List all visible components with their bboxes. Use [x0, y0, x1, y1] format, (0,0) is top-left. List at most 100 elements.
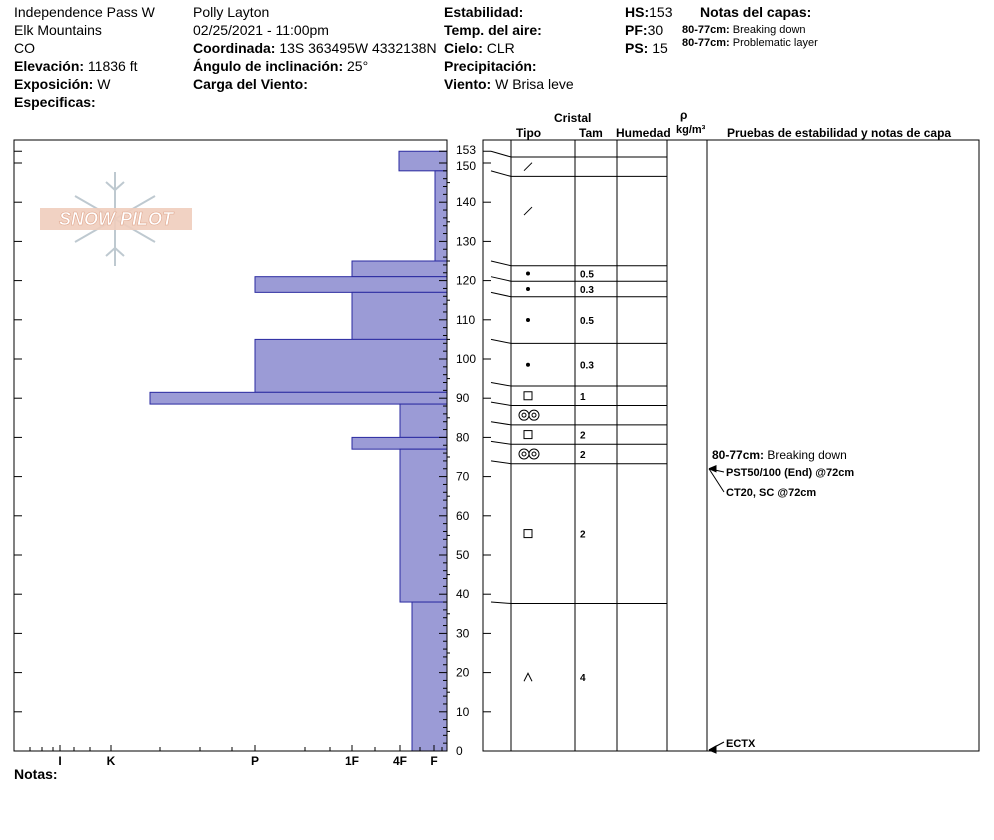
hardness-label-I: I	[58, 754, 61, 768]
ps-label: PS:	[625, 40, 649, 56]
moisture-header: Humedad	[616, 126, 671, 140]
depth-label-40: 40	[456, 587, 470, 601]
wind-value: W Brisa leve	[495, 76, 574, 92]
depth-label-153: 153	[456, 143, 476, 157]
rounded-grain-icon	[526, 287, 530, 291]
wind: Viento: W Brisa leve	[444, 76, 574, 92]
depth-label-10: 10	[456, 705, 470, 719]
layer-boundary-connector	[490, 291, 512, 298]
coordinate-value: 13S 363495W 4332138N	[279, 40, 437, 56]
pf: PF:30	[625, 22, 663, 38]
grain-size-2: 0.5	[580, 269, 594, 280]
density-rho: ρ	[680, 108, 688, 122]
hardness-bar-8	[351, 436, 448, 450]
depth-label-110: 110	[456, 313, 475, 327]
layer-note-1-range: 80-77cm:	[682, 24, 730, 36]
layer-note-1: 80-77cm: Breaking down	[682, 24, 806, 36]
size-header: Tam	[579, 126, 603, 140]
melt-freeze-grain-icon	[531, 451, 537, 457]
hardness-bar-0	[398, 150, 448, 172]
elevation: Elevación: 11836 ft	[14, 58, 137, 74]
grain-size-3: 0.3	[580, 285, 594, 296]
depth-label-100: 100	[456, 352, 476, 366]
grain-size-8: 2	[580, 431, 586, 442]
notes-label: Notas:	[14, 766, 58, 782]
logo-text: SNOW PILOT	[59, 209, 175, 229]
hardness-bar-1	[434, 170, 448, 262]
depth-label-50: 50	[456, 548, 470, 562]
layer-note-marker-range: 80-77cm:	[712, 448, 767, 462]
layer-boundary-connector	[490, 170, 512, 177]
density-unit: kg/m³	[676, 124, 706, 136]
depth-label-30: 30	[456, 626, 470, 640]
aspect-value: W	[97, 76, 111, 92]
layer-note-2: 80-77cm: Problematic layer	[682, 37, 818, 49]
grain-size-10: 2	[580, 530, 586, 541]
depth-label-90: 90	[456, 391, 470, 405]
aspect: Exposición: W	[14, 76, 110, 92]
ps: PS: 15	[625, 40, 668, 56]
sky-value: CLR	[486, 40, 515, 56]
melt-freeze-grain-icon	[528, 409, 540, 421]
precip-label: Precipitación:	[444, 58, 537, 74]
slope-label: Ángulo de inclinación:	[193, 58, 344, 74]
coordinate-label: Coordinada:	[193, 40, 276, 56]
sky: Cielo: CLR	[444, 40, 515, 56]
grain-size-11: 4	[580, 673, 586, 684]
coordinate: Coordinada: 13S 363495W 4332138N	[193, 40, 437, 56]
melt-freeze-grain-icon	[521, 412, 527, 418]
melt-freeze-grain-icon	[531, 412, 537, 418]
hs-label: HS:	[625, 4, 650, 20]
layer-boundary-connector	[490, 401, 512, 406]
depth-label-120: 120	[456, 274, 476, 288]
layer-boundary-connector	[490, 601, 512, 604]
grain-size-4: 0.5	[580, 316, 594, 327]
hardness-label-1F: 1F	[345, 754, 359, 768]
layer-notes-title: Notas del capas:	[700, 4, 812, 20]
crystal-header: Cristal	[554, 111, 592, 125]
depth-label-70: 70	[456, 470, 470, 484]
layer-boundary-connector	[490, 150, 512, 158]
decomposing-grain-icon	[523, 162, 533, 172]
test-arrow-icon	[708, 465, 717, 473]
test-pointer-line	[708, 468, 725, 493]
sky-label: Cielo:	[444, 40, 483, 56]
depth-label-0: 0	[456, 744, 463, 758]
test-result-pst: PST50/100 (End) @72cm	[726, 467, 854, 479]
faceted-grain-icon	[523, 391, 533, 401]
type-header: Tipo	[516, 126, 542, 140]
layer-boundary-connector	[490, 260, 512, 267]
layer-note-marker: 80-77cm: Breaking down	[712, 448, 847, 462]
layer-note-2-range: 80-77cm:	[682, 37, 730, 49]
faceted-grain-icon	[523, 529, 533, 539]
elevation-value: 11836 ft	[87, 58, 138, 74]
layer-note-1-text: Breaking down	[732, 24, 806, 36]
grain-size-5: 0.3	[580, 361, 594, 372]
profile-table-frame	[482, 139, 980, 752]
depth-label-60: 60	[456, 509, 470, 523]
slope-value: 25°	[347, 58, 369, 74]
ps-value: 15	[652, 40, 668, 56]
mountain-range: Elk Mountains	[14, 22, 102, 38]
aspect-label: Exposición:	[14, 76, 94, 92]
depth-hoar-grain-icon	[523, 672, 533, 682]
hardness-bar-5	[254, 338, 448, 393]
test-arrow-icon	[708, 745, 717, 754]
melt-freeze-grain-icon	[528, 448, 540, 460]
hardness-bar-9	[399, 448, 448, 603]
hardness-bar-4	[351, 291, 448, 340]
hs: HS:153	[625, 4, 672, 20]
faceted-grain-icon	[523, 430, 533, 440]
depth-label-130: 130	[456, 234, 476, 248]
layer-boundary-connector	[490, 382, 512, 387]
logo-banner	[40, 208, 192, 230]
melt-freeze-grain-icon	[521, 451, 527, 457]
melt-freeze-grain-icon	[518, 409, 530, 421]
pf-label: PF:	[625, 22, 648, 38]
hardness-bar-7	[399, 403, 448, 438]
depth-label-140: 140	[456, 195, 476, 209]
slope-angle: Ángulo de inclinación: 25°	[193, 58, 368, 74]
hardness-bar-2	[351, 260, 448, 278]
layer-boundary-connector	[490, 276, 512, 282]
observer: Polly Layton	[193, 4, 270, 20]
